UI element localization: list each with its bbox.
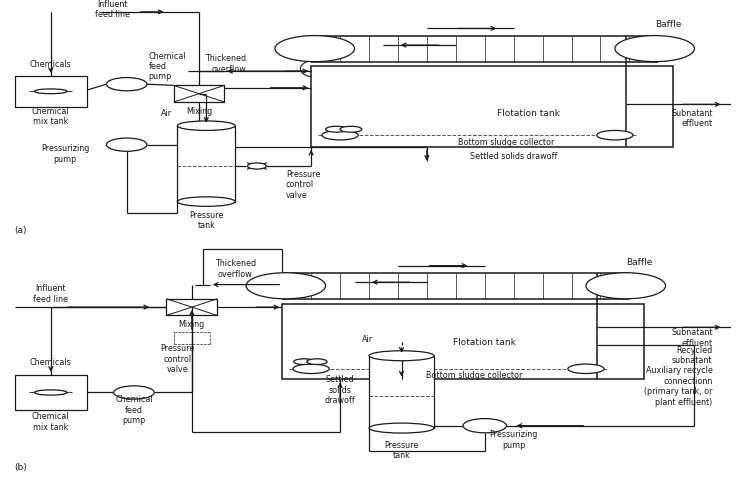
Text: Chemical
feed
pump: Chemical feed pump [148,51,186,81]
Ellipse shape [369,423,434,433]
Ellipse shape [369,351,434,361]
Text: Subnatant
effluent: Subnatant effluent [671,109,713,128]
Bar [173,85,224,102]
Circle shape [247,163,266,169]
Text: Pressurizing
pump: Pressurizing pump [41,144,89,164]
Text: Pressure
tank: Pressure tank [189,211,224,230]
Text: Chemicals: Chemicals [30,358,72,367]
Circle shape [586,273,666,299]
Text: Thickened
overflow: Thickened overflow [215,259,256,279]
Text: Air: Air [161,109,172,118]
Bar [15,375,87,410]
Text: Subnatant
effluent: Subnatant effluent [671,328,713,348]
Text: Settled
solids
drawoff: Settled solids drawoff [325,375,356,405]
Text: Chemical
feed
pump: Chemical feed pump [115,395,153,425]
Text: Bottom sludge collector: Bottom sludge collector [426,371,522,380]
Circle shape [463,419,506,433]
Text: Pressure
control
valve: Pressure control valve [286,170,320,200]
Text: Chemicals: Chemicals [30,60,72,69]
Ellipse shape [325,126,348,132]
Text: Air: Air [362,334,373,344]
Text: Influent
feed line: Influent feed line [33,285,69,304]
Text: Recycled
subnatant: Recycled subnatant [672,346,713,365]
Ellipse shape [597,130,633,140]
Text: Pressure
control
valve: Pressure control valve [160,345,195,374]
Bar [369,356,434,428]
Text: Chemical
mix tank: Chemical mix tank [32,106,69,126]
Ellipse shape [177,121,235,130]
Text: Thickened
overflow: Thickened overflow [205,54,246,74]
Text: Bottom sludge collector: Bottom sludge collector [458,138,554,147]
Ellipse shape [307,359,327,364]
Text: Mixing: Mixing [186,107,212,116]
Circle shape [275,36,354,61]
Ellipse shape [35,390,67,395]
Text: Baffle: Baffle [626,257,652,267]
Text: Chemical
mix tank: Chemical mix tank [32,412,69,432]
Circle shape [615,36,694,61]
Circle shape [246,273,325,299]
Text: Pressure
tank: Pressure tank [384,441,418,460]
Circle shape [106,77,147,91]
Bar [177,126,235,201]
Ellipse shape [294,359,314,364]
Text: Mixing: Mixing [179,320,205,330]
Circle shape [114,386,154,399]
Text: Baffle: Baffle [655,20,681,30]
Circle shape [106,138,147,151]
Ellipse shape [340,126,362,132]
Text: Pressurizing
pump: Pressurizing pump [489,430,538,450]
Text: Settled solids drawoff: Settled solids drawoff [470,152,558,161]
Text: Flotation tank: Flotation tank [453,338,516,347]
Text: (b): (b) [15,463,27,472]
Text: Influent
feed line: Influent feed line [94,0,130,19]
Ellipse shape [177,197,235,206]
Ellipse shape [568,364,604,374]
Ellipse shape [35,89,67,94]
Bar [311,66,673,147]
Bar [15,76,87,106]
Ellipse shape [322,130,358,140]
Bar [282,303,644,379]
Text: Flotation tank: Flotation tank [497,109,559,118]
Bar [167,299,217,316]
Text: Auxiliary recycle
connectionn
(primary tank, or
plant effluent): Auxiliary recycle connectionn (primary t… [644,366,713,407]
Text: (a): (a) [15,226,27,235]
Ellipse shape [293,364,329,374]
